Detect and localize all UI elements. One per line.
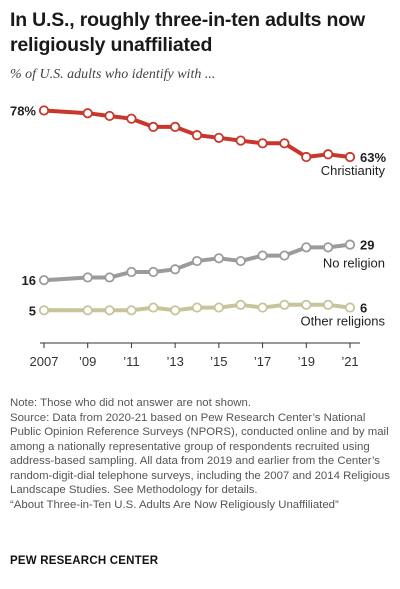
- data-point: [82, 108, 93, 119]
- chart-notes: Note: Those who did not answer are not s…: [10, 396, 395, 512]
- data-point: [344, 239, 356, 250]
- source-text: Source: Data from 2020-21 based on Pew R…: [10, 411, 390, 497]
- data-point: [170, 121, 181, 133]
- x-tick-label: ’11: [123, 354, 139, 369]
- organization-label: PEW RESEARCH CENTER: [10, 555, 159, 567]
- series-label: No religion: [323, 256, 385, 271]
- data-point: [213, 253, 224, 264]
- data-point: [344, 302, 356, 313]
- data-point: [104, 305, 115, 316]
- line-chart: 2007 ’09 ’11 ’13 ’15 ’17 ’19 ’21 78% 63%Christian…: [10, 103, 386, 369]
- data-point: [191, 255, 203, 267]
- chart-title: In U.S., roughly three-in-ten adults now…: [10, 9, 365, 56]
- data-point: [257, 302, 268, 313]
- data-point: [323, 242, 334, 253]
- data-point: [38, 105, 50, 116]
- data-point: [279, 299, 290, 310]
- data-point: [82, 272, 93, 283]
- x-tick-label: ’17: [254, 354, 271, 369]
- end-value-label: 6: [360, 301, 367, 316]
- data-point: [323, 299, 334, 310]
- x-tick-label: 2007: [30, 354, 59, 369]
- data-point: [235, 255, 246, 267]
- data-point: [191, 302, 203, 313]
- data-point: [257, 250, 268, 261]
- report-title: “About Three-in-Ten U.S. Adults Are Now …: [10, 498, 339, 511]
- series-label: Christianity: [321, 163, 386, 178]
- note-text: Note: Those who did not answer are not s…: [10, 397, 252, 409]
- data-point: [126, 305, 137, 316]
- data-point: [126, 113, 137, 124]
- data-point: [344, 151, 356, 163]
- x-tick-label: ’21: [341, 354, 358, 369]
- data-point: [170, 305, 181, 316]
- data-point: [170, 264, 181, 275]
- start-value-label: 5: [29, 303, 36, 318]
- end-value-label: 63%: [360, 150, 386, 165]
- x-tick-label: ’19: [298, 354, 315, 369]
- data-point: [38, 275, 50, 286]
- data-point: [126, 266, 137, 278]
- data-point: [148, 266, 159, 278]
- data-point: [148, 302, 159, 313]
- data-point: [191, 130, 203, 141]
- data-point: [82, 305, 93, 316]
- data-point: [301, 299, 312, 310]
- data-point: [279, 138, 290, 149]
- data-point: [257, 138, 268, 149]
- data-point: [213, 132, 224, 143]
- start-value-label: 78%: [10, 103, 36, 118]
- data-point: [323, 149, 334, 160]
- data-point: [38, 305, 50, 316]
- data-point: [279, 250, 290, 261]
- start-value-label: 16: [22, 273, 36, 288]
- x-tick-label: ’15: [210, 354, 227, 369]
- data-point: [104, 110, 115, 122]
- data-point: [148, 121, 159, 133]
- data-point: [104, 272, 115, 283]
- data-point: [213, 302, 224, 313]
- data-point: [301, 151, 312, 163]
- data-point: [301, 242, 312, 253]
- data-point: [235, 299, 246, 310]
- end-value-label: 29: [360, 238, 374, 253]
- data-point: [235, 135, 246, 146]
- x-tick-label: ’13: [166, 354, 183, 369]
- x-tick-label: ’09: [79, 354, 96, 369]
- series-label: Other religions: [300, 314, 385, 329]
- chart-subtitle: % of U.S. adults who identify with ...: [10, 67, 216, 82]
